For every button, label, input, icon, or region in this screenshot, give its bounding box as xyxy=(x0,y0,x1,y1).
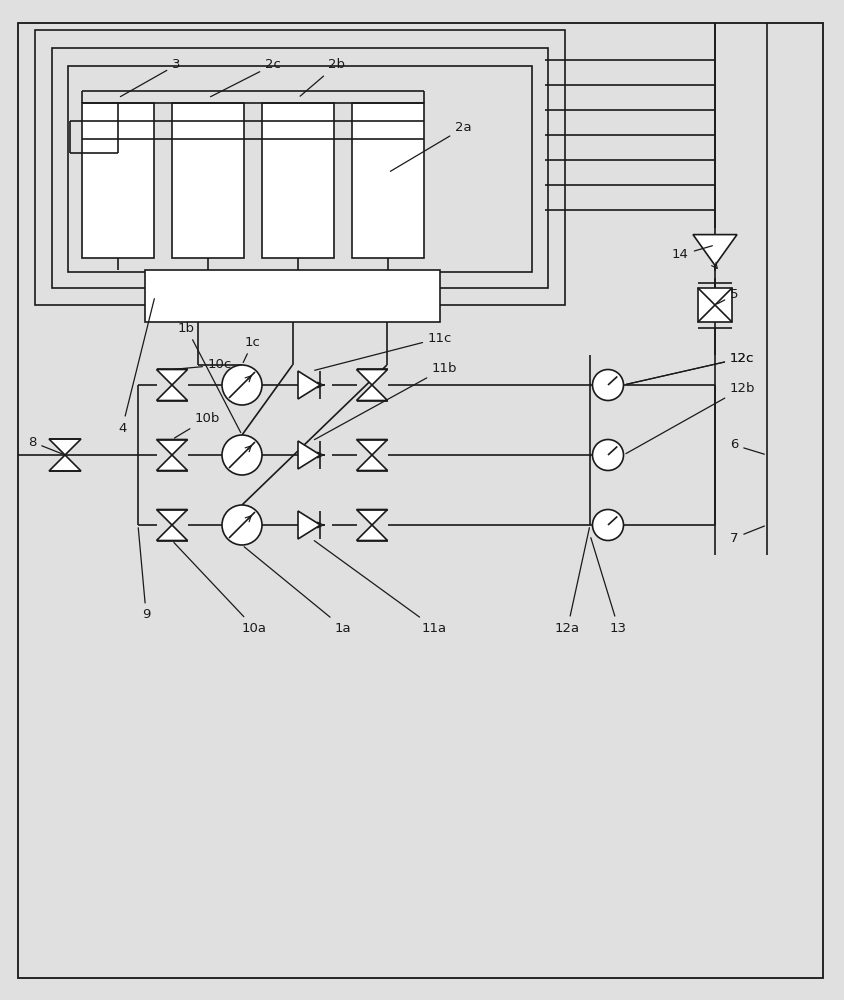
Text: 8: 8 xyxy=(28,436,62,454)
Text: 12c: 12c xyxy=(626,352,755,384)
Text: 12b: 12b xyxy=(626,381,755,454)
Polygon shape xyxy=(356,385,387,400)
Text: 13: 13 xyxy=(591,538,627,635)
Polygon shape xyxy=(693,235,737,265)
Text: 10a: 10a xyxy=(174,543,267,635)
Circle shape xyxy=(222,505,262,545)
Polygon shape xyxy=(156,510,187,525)
Polygon shape xyxy=(298,371,321,399)
Text: 14: 14 xyxy=(672,246,712,261)
Text: 11c: 11c xyxy=(315,332,452,370)
Polygon shape xyxy=(356,525,387,540)
Text: 11a: 11a xyxy=(314,541,447,635)
Polygon shape xyxy=(298,441,321,469)
Text: 12c: 12c xyxy=(626,352,755,384)
Circle shape xyxy=(592,369,624,400)
Polygon shape xyxy=(156,369,187,385)
Text: 2c: 2c xyxy=(210,58,281,97)
Bar xyxy=(145,270,440,322)
Circle shape xyxy=(592,440,624,471)
Text: 6: 6 xyxy=(730,438,765,454)
Polygon shape xyxy=(356,455,387,471)
Text: 9: 9 xyxy=(138,528,150,621)
Text: 11b: 11b xyxy=(315,361,457,440)
Text: 7: 7 xyxy=(730,526,765,544)
Polygon shape xyxy=(356,510,387,525)
Polygon shape xyxy=(49,439,81,455)
Polygon shape xyxy=(298,511,321,539)
Circle shape xyxy=(222,365,262,405)
Text: 1c: 1c xyxy=(243,336,261,362)
Bar xyxy=(35,30,565,305)
Text: 10b: 10b xyxy=(175,412,220,438)
Text: 5: 5 xyxy=(717,288,738,304)
Text: 1b: 1b xyxy=(178,322,241,433)
Text: 4: 4 xyxy=(118,299,154,434)
Text: 2a: 2a xyxy=(391,121,472,171)
Text: 12a: 12a xyxy=(555,528,589,635)
Polygon shape xyxy=(49,455,81,471)
Polygon shape xyxy=(156,525,187,540)
Bar xyxy=(82,103,154,258)
Polygon shape xyxy=(156,455,187,471)
Circle shape xyxy=(222,435,262,475)
Circle shape xyxy=(592,510,624,540)
Text: 10c: 10c xyxy=(175,359,232,371)
Bar xyxy=(172,103,244,258)
Polygon shape xyxy=(356,440,387,455)
Bar xyxy=(68,66,532,272)
Polygon shape xyxy=(356,369,387,385)
Text: 2b: 2b xyxy=(300,58,345,96)
Polygon shape xyxy=(156,440,187,455)
Text: 1a: 1a xyxy=(244,547,352,635)
Text: 3: 3 xyxy=(121,58,181,97)
Bar xyxy=(52,48,548,288)
Polygon shape xyxy=(156,385,187,400)
Bar xyxy=(352,103,424,258)
Bar xyxy=(262,103,334,258)
Bar xyxy=(698,288,732,322)
